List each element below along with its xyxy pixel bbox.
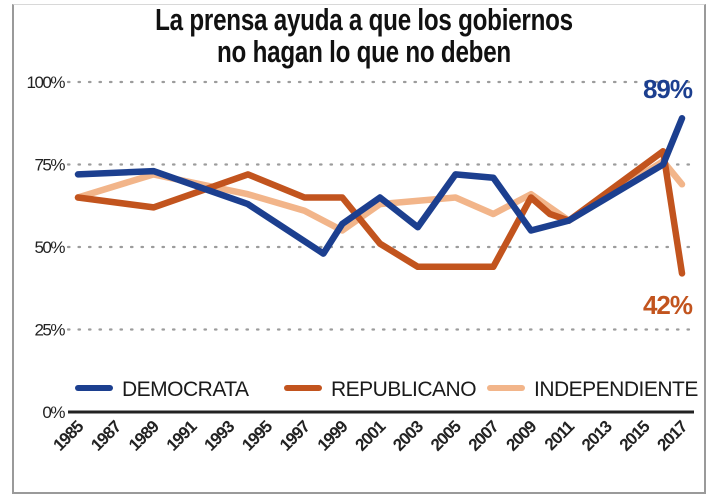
y-tick-label: 50%	[34, 238, 65, 257]
x-tick-label: 2001	[351, 417, 389, 455]
x-tick-label: 2009	[502, 417, 540, 455]
callouts: 89% 42%	[643, 74, 694, 320]
chart-title: La prensa ayuda a que los gobiernos no h…	[80, 4, 648, 68]
x-tick-label: 1997	[276, 417, 314, 455]
x-tick-label: 2007	[465, 417, 503, 455]
legend-label: REPUBLICANO	[331, 378, 476, 401]
series-line-republicano	[74, 148, 686, 277]
x-tick-label: 1991	[163, 417, 201, 455]
x-tick-label: 1985	[49, 417, 87, 455]
legend-item: INDEPENDIENTE	[487, 378, 699, 401]
y-tick-label: 75%	[34, 156, 65, 175]
x-tick-label: 2003	[389, 417, 427, 455]
y-tick-label: 0%	[42, 403, 65, 422]
legend-label: DEMOCRATA	[122, 378, 249, 401]
x-tick-label: 1987	[87, 417, 125, 455]
callout-label: 42%	[643, 290, 693, 320]
x-tick-label: 2011	[541, 417, 578, 454]
x-tick-label: 2005	[427, 417, 465, 455]
x-tick-label: 1993	[200, 417, 238, 455]
legend-item: REPUBLICANO	[284, 378, 477, 401]
x-tick-label: 2013	[578, 417, 616, 455]
legend-label: INDEPENDIENTE	[534, 378, 698, 401]
x-tick-label: 2015	[616, 417, 654, 455]
series-lines	[74, 115, 686, 277]
x-tick-label: 1999	[314, 417, 352, 455]
y-axis: 0% 25% 50% 75% 100%	[27, 73, 67, 422]
x-axis: 1985 1987 1989 1991 1993 1995 1997 1999 2001 2003…	[49, 417, 691, 455]
chart-title-line-1: La prensa ayuda a que los gobiernos	[155, 2, 573, 37]
y-tick-label: 25%	[34, 321, 65, 340]
x-tick-label: 1989	[125, 417, 163, 455]
x-tick-label: 2017	[653, 417, 691, 455]
chart-title-line-2: no hagan lo que no deben	[217, 34, 511, 69]
callout-label: 89%	[643, 74, 693, 104]
legend-item: DEMOCRATA	[75, 378, 250, 401]
x-tick-label: 1995	[238, 417, 276, 455]
legend: DEMOCRATA REPUBLICANO INDEPENDIENTE	[75, 378, 699, 401]
series-line-democrata	[74, 115, 686, 257]
y-tick-label: 100%	[27, 73, 66, 92]
